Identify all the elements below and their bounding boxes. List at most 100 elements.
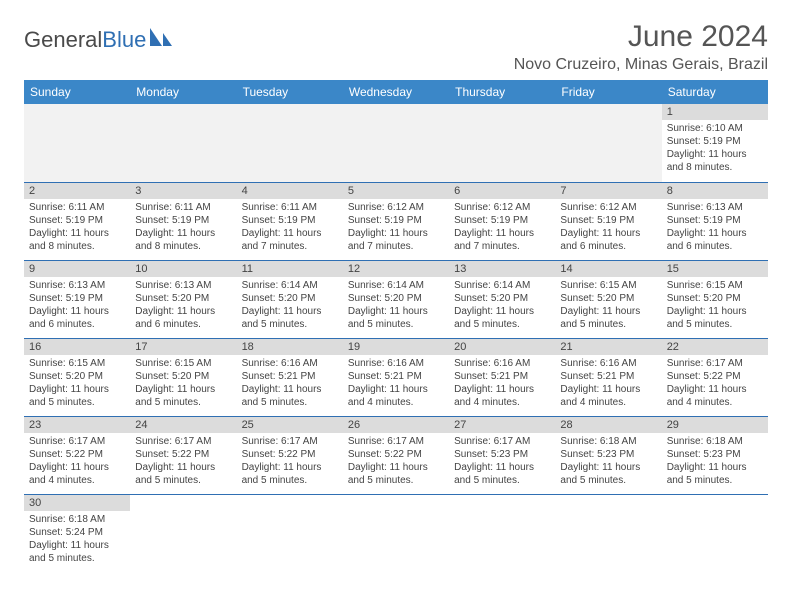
day-content: Sunrise: 6:12 AMSunset: 5:19 PMDaylight:… — [555, 199, 661, 257]
calendar-day-cell: 13Sunrise: 6:14 AMSunset: 5:20 PMDayligh… — [449, 260, 555, 338]
day-content: Sunrise: 6:14 AMSunset: 5:20 PMDaylight:… — [449, 277, 555, 335]
logo-text-1: General — [24, 27, 102, 52]
day-number: 8 — [662, 183, 768, 199]
day-content: Sunrise: 6:12 AMSunset: 5:19 PMDaylight:… — [343, 199, 449, 257]
day-content: Sunrise: 6:18 AMSunset: 5:23 PMDaylight:… — [662, 433, 768, 491]
day-number: 3 — [130, 183, 236, 199]
day-number: 5 — [343, 183, 449, 199]
calendar-row: 16Sunrise: 6:15 AMSunset: 5:20 PMDayligh… — [24, 338, 768, 416]
month-title: June 2024 — [514, 20, 768, 54]
day-content: Sunrise: 6:11 AMSunset: 5:19 PMDaylight:… — [130, 199, 236, 257]
day-number: 7 — [555, 183, 661, 199]
day-number: 24 — [130, 417, 236, 433]
calendar-row: 1Sunrise: 6:10 AMSunset: 5:19 PMDaylight… — [24, 104, 768, 182]
header: GeneralBlue June 2024 Novo Cruzeiro, Min… — [24, 20, 768, 74]
day-content: Sunrise: 6:14 AMSunset: 5:20 PMDaylight:… — [343, 277, 449, 335]
day-number: 1 — [662, 104, 768, 120]
day-content: Sunrise: 6:16 AMSunset: 5:21 PMDaylight:… — [237, 355, 343, 413]
day-content: Sunrise: 6:16 AMSunset: 5:21 PMDaylight:… — [343, 355, 449, 413]
day-content: Sunrise: 6:12 AMSunset: 5:19 PMDaylight:… — [449, 199, 555, 257]
day-number: 22 — [662, 339, 768, 355]
day-content: Sunrise: 6:13 AMSunset: 5:19 PMDaylight:… — [662, 199, 768, 257]
calendar-day-cell: 7Sunrise: 6:12 AMSunset: 5:19 PMDaylight… — [555, 182, 661, 260]
calendar-day-cell: 17Sunrise: 6:15 AMSunset: 5:20 PMDayligh… — [130, 338, 236, 416]
logo-text-2: Blue — [102, 27, 146, 52]
day-number: 11 — [237, 261, 343, 277]
calendar-day-cell: 6Sunrise: 6:12 AMSunset: 5:19 PMDaylight… — [449, 182, 555, 260]
day-number: 28 — [555, 417, 661, 433]
day-content: Sunrise: 6:16 AMSunset: 5:21 PMDaylight:… — [555, 355, 661, 413]
day-number: 26 — [343, 417, 449, 433]
calendar-day-cell: 30Sunrise: 6:18 AMSunset: 5:24 PMDayligh… — [24, 494, 130, 572]
calendar-blank-cell — [662, 494, 768, 572]
calendar-day-cell: 29Sunrise: 6:18 AMSunset: 5:23 PMDayligh… — [662, 416, 768, 494]
day-number: 29 — [662, 417, 768, 433]
day-number: 25 — [237, 417, 343, 433]
calendar-day-cell: 2Sunrise: 6:11 AMSunset: 5:19 PMDaylight… — [24, 182, 130, 260]
day-content: Sunrise: 6:15 AMSunset: 5:20 PMDaylight:… — [555, 277, 661, 335]
calendar-empty-cell — [555, 104, 661, 182]
calendar-empty-cell — [237, 104, 343, 182]
weekday-header: Thursday — [449, 80, 555, 104]
calendar-day-cell: 10Sunrise: 6:13 AMSunset: 5:20 PMDayligh… — [130, 260, 236, 338]
day-number: 9 — [24, 261, 130, 277]
day-content: Sunrise: 6:18 AMSunset: 5:24 PMDaylight:… — [24, 511, 130, 569]
day-number: 19 — [343, 339, 449, 355]
logo-text: GeneralBlue — [24, 27, 146, 53]
day-content: Sunrise: 6:17 AMSunset: 5:22 PMDaylight:… — [130, 433, 236, 491]
calendar-blank-cell — [130, 494, 236, 572]
calendar-day-cell: 11Sunrise: 6:14 AMSunset: 5:20 PMDayligh… — [237, 260, 343, 338]
calendar-row: 23Sunrise: 6:17 AMSunset: 5:22 PMDayligh… — [24, 416, 768, 494]
calendar-blank-cell — [449, 494, 555, 572]
calendar-day-cell: 15Sunrise: 6:15 AMSunset: 5:20 PMDayligh… — [662, 260, 768, 338]
calendar-day-cell: 26Sunrise: 6:17 AMSunset: 5:22 PMDayligh… — [343, 416, 449, 494]
calendar-body: 1Sunrise: 6:10 AMSunset: 5:19 PMDaylight… — [24, 104, 768, 572]
title-block: June 2024 Novo Cruzeiro, Minas Gerais, B… — [514, 20, 768, 74]
calendar-table: Sunday Monday Tuesday Wednesday Thursday… — [24, 80, 768, 572]
calendar-day-cell: 5Sunrise: 6:12 AMSunset: 5:19 PMDaylight… — [343, 182, 449, 260]
day-content: Sunrise: 6:18 AMSunset: 5:23 PMDaylight:… — [555, 433, 661, 491]
calendar-day-cell: 25Sunrise: 6:17 AMSunset: 5:22 PMDayligh… — [237, 416, 343, 494]
day-number: 12 — [343, 261, 449, 277]
calendar-empty-cell — [24, 104, 130, 182]
calendar-day-cell: 22Sunrise: 6:17 AMSunset: 5:22 PMDayligh… — [662, 338, 768, 416]
calendar-day-cell: 3Sunrise: 6:11 AMSunset: 5:19 PMDaylight… — [130, 182, 236, 260]
day-content: Sunrise: 6:17 AMSunset: 5:22 PMDaylight:… — [24, 433, 130, 491]
day-content: Sunrise: 6:17 AMSunset: 5:22 PMDaylight:… — [343, 433, 449, 491]
calendar-day-cell: 12Sunrise: 6:14 AMSunset: 5:20 PMDayligh… — [343, 260, 449, 338]
day-number: 16 — [24, 339, 130, 355]
day-content: Sunrise: 6:13 AMSunset: 5:20 PMDaylight:… — [130, 277, 236, 335]
calendar-day-cell: 28Sunrise: 6:18 AMSunset: 5:23 PMDayligh… — [555, 416, 661, 494]
weekday-header-row: Sunday Monday Tuesday Wednesday Thursday… — [24, 80, 768, 104]
calendar-row: 2Sunrise: 6:11 AMSunset: 5:19 PMDaylight… — [24, 182, 768, 260]
calendar-day-cell: 18Sunrise: 6:16 AMSunset: 5:21 PMDayligh… — [237, 338, 343, 416]
weekday-header: Friday — [555, 80, 661, 104]
day-number: 14 — [555, 261, 661, 277]
day-number: 20 — [449, 339, 555, 355]
day-content: Sunrise: 6:13 AMSunset: 5:19 PMDaylight:… — [24, 277, 130, 335]
calendar-empty-cell — [343, 104, 449, 182]
logo: GeneralBlue — [24, 26, 174, 53]
calendar-day-cell: 9Sunrise: 6:13 AMSunset: 5:19 PMDaylight… — [24, 260, 130, 338]
weekday-header: Saturday — [662, 80, 768, 104]
day-number: 15 — [662, 261, 768, 277]
day-content: Sunrise: 6:14 AMSunset: 5:20 PMDaylight:… — [237, 277, 343, 335]
calendar-day-cell: 1Sunrise: 6:10 AMSunset: 5:19 PMDaylight… — [662, 104, 768, 182]
day-number: 10 — [130, 261, 236, 277]
day-number: 30 — [24, 495, 130, 511]
day-number: 18 — [237, 339, 343, 355]
calendar-day-cell: 27Sunrise: 6:17 AMSunset: 5:23 PMDayligh… — [449, 416, 555, 494]
day-number: 2 — [24, 183, 130, 199]
day-content: Sunrise: 6:17 AMSunset: 5:22 PMDaylight:… — [662, 355, 768, 413]
day-content: Sunrise: 6:17 AMSunset: 5:22 PMDaylight:… — [237, 433, 343, 491]
day-content: Sunrise: 6:11 AMSunset: 5:19 PMDaylight:… — [24, 199, 130, 257]
day-number: 27 — [449, 417, 555, 433]
calendar-empty-cell — [130, 104, 236, 182]
location: Novo Cruzeiro, Minas Gerais, Brazil — [514, 56, 768, 74]
weekday-header: Sunday — [24, 80, 130, 104]
calendar-day-cell: 14Sunrise: 6:15 AMSunset: 5:20 PMDayligh… — [555, 260, 661, 338]
day-number: 17 — [130, 339, 236, 355]
calendar-day-cell: 20Sunrise: 6:16 AMSunset: 5:21 PMDayligh… — [449, 338, 555, 416]
day-content: Sunrise: 6:15 AMSunset: 5:20 PMDaylight:… — [24, 355, 130, 413]
day-number: 21 — [555, 339, 661, 355]
